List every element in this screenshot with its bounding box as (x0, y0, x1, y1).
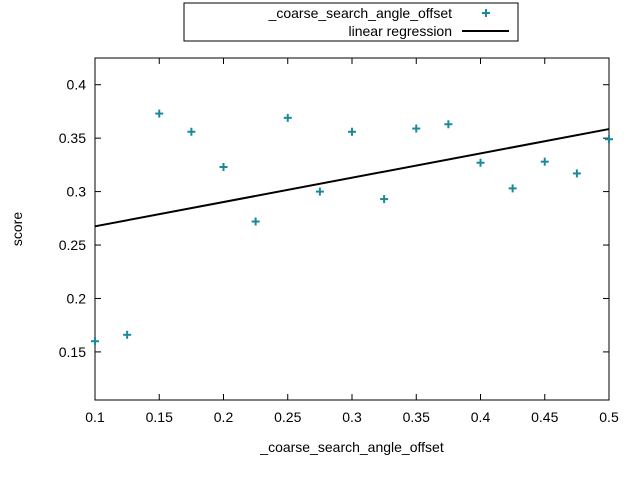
series-layer (91, 109, 613, 346)
x-tick-label: 0.45 (531, 409, 558, 425)
legend-label: _coarse_search_angle_offset (268, 5, 453, 21)
data-point (572, 169, 581, 178)
data-point (155, 109, 164, 118)
data-point (476, 158, 485, 167)
x-axis-label: _coarse_search_angle_offset (259, 439, 444, 455)
regression-line (94, 128, 610, 228)
data-point (91, 337, 99, 346)
legend-box (183, 2, 519, 42)
data-point (123, 330, 132, 339)
y-tick-label: 0.35 (59, 130, 86, 146)
x-tick-label: 0.1 (85, 409, 105, 425)
y-tick-label: 0.15 (59, 344, 86, 360)
data-point (540, 157, 549, 166)
axis-ticks: 0.1 0.15 0.2 0.25 0.3 0.35 0.4 0.45 0.5 0.15 0.2 0.… (59, 58, 619, 425)
x-tick-label: 0.5 (599, 409, 619, 425)
data-point (380, 195, 389, 204)
legend-marker-swatch (482, 9, 490, 17)
data-point (283, 113, 292, 122)
legend-label: linear regression (349, 23, 453, 39)
data-point (412, 124, 421, 133)
x-tick-label: 0.15 (146, 409, 173, 425)
data-point (251, 217, 260, 226)
x-tick-label: 0.2 (214, 409, 234, 425)
data-point (187, 127, 196, 136)
y-tick-label: 0.2 (67, 290, 87, 306)
data-point (348, 127, 356, 136)
y-tick-label: 0.25 (59, 237, 86, 253)
data-point (219, 163, 228, 172)
plot-frame (94, 57, 610, 401)
x-tick-label: 0.35 (403, 409, 430, 425)
data-point (444, 120, 453, 129)
y-axis-label: score (9, 212, 25, 246)
y-tick-label: 0.4 (67, 77, 87, 93)
x-tick-label: 0.4 (471, 409, 491, 425)
data-point (508, 184, 517, 193)
x-tick-label: 0.3 (342, 409, 362, 425)
data-point (605, 135, 613, 144)
x-tick-label: 0.25 (274, 409, 301, 425)
y-tick-label: 0.3 (67, 184, 87, 200)
data-point (315, 187, 324, 196)
